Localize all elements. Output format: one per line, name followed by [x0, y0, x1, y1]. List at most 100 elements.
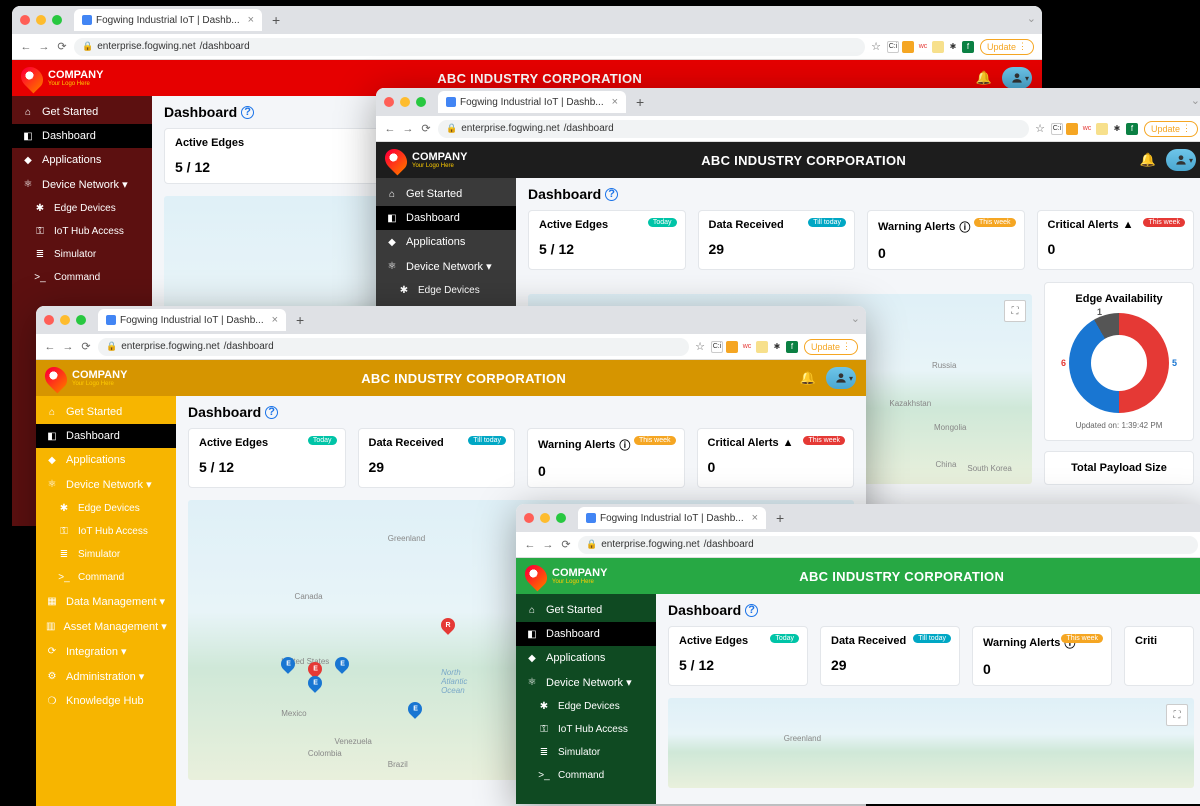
sidebar-item-integration[interactable]: ⟳Integration ▾ [36, 639, 176, 664]
help-icon[interactable]: ? [605, 188, 618, 201]
help-icon[interactable]: ? [241, 106, 254, 119]
bookmark-star-icon[interactable]: ☆ [695, 340, 705, 353]
ext-icon[interactable]: f [962, 41, 974, 53]
sidebar-item-asset-mgmt[interactable]: ▥Asset Management ▾ [36, 614, 176, 639]
sidebar-item-device-network[interactable]: ⚛Device Network ▾ [376, 254, 516, 279]
sidebar-item-applications[interactable]: ◆Applications [12, 148, 152, 172]
sidebar-item-dashboard[interactable]: ◧Dashboard [36, 424, 176, 448]
ext-icon[interactable]: wc [1081, 123, 1093, 135]
url-field[interactable]: 🔒enterprise.fogwing.net/dashboard [438, 120, 1029, 138]
ext-icon[interactable] [1096, 123, 1108, 135]
sidebar-item-applications[interactable]: ◆Applications [36, 448, 176, 472]
sidebar-sub-edge-devices[interactable]: ✱Edge Devices [36, 497, 176, 520]
minimise-chevron-icon[interactable]: ⌄ [1027, 12, 1036, 25]
sidebar-item-applications[interactable]: ◆Applications [516, 646, 656, 670]
sidebar-sub-iot-hub[interactable]: ⚿IoT Hub Access [12, 220, 152, 243]
ext-icon[interactable]: C:i [1051, 123, 1063, 135]
ext-icon[interactable]: C:i [887, 41, 899, 53]
url-field[interactable]: 🔒enterprise.fogwing.net/dashboard [578, 536, 1198, 554]
traffic-max-icon[interactable] [556, 513, 566, 523]
back-button[interactable]: ← [384, 123, 396, 135]
sidebar-item-dashboard[interactable]: ◧Dashboard [376, 206, 516, 230]
new-tab-button[interactable]: + [272, 12, 280, 28]
sidebar-item-get-started[interactable]: ⌂Get Started [376, 182, 516, 206]
map-pin[interactable]: E [332, 654, 352, 674]
sidebar-sub-iot-hub[interactable]: ⚿IoT Hub Access [516, 718, 656, 741]
ext-icon[interactable]: ✱ [771, 341, 783, 353]
close-tab-icon[interactable]: × [272, 314, 278, 326]
reload-button[interactable]: ⟳ [80, 341, 92, 353]
ext-icon[interactable]: wc [741, 341, 753, 353]
map-pin[interactable]: E [305, 673, 325, 693]
traffic-min-icon[interactable] [60, 315, 70, 325]
browser-tab[interactable]: Fogwing Industrial IoT | Dashb...× [578, 507, 766, 529]
bell-icon[interactable]: 🔔 [976, 70, 992, 86]
bookmark-star-icon[interactable]: ☆ [871, 40, 881, 53]
ext-icon[interactable] [756, 341, 768, 353]
close-tab-icon[interactable]: × [248, 14, 254, 26]
avatar-menu[interactable] [826, 367, 856, 389]
reload-button[interactable]: ⟳ [560, 539, 572, 551]
back-button[interactable]: ← [20, 41, 32, 53]
update-button[interactable]: Update⋮ [1144, 121, 1198, 137]
ext-icon[interactable] [932, 41, 944, 53]
forward-button[interactable]: → [542, 539, 554, 551]
url-field[interactable]: 🔒enterprise.fogwing.net/dashboard [98, 338, 689, 356]
fullscreen-icon[interactable]: ⛶ [1004, 300, 1026, 322]
traffic-max-icon[interactable] [52, 15, 62, 25]
ext-icon[interactable] [1066, 123, 1078, 135]
help-icon[interactable]: ? [265, 406, 278, 419]
ext-icon[interactable] [902, 41, 914, 53]
map[interactable]: ⛶ Greenland [668, 698, 1194, 788]
ext-icon[interactable]: C:i [711, 341, 723, 353]
update-button[interactable]: Update⋮ [980, 39, 1034, 55]
sidebar-sub-command[interactable]: >_Command [12, 266, 152, 289]
close-tab-icon[interactable]: × [752, 512, 758, 524]
sidebar-sub-simulator[interactable]: ≣Simulator [12, 243, 152, 266]
ext-icon[interactable]: wc [917, 41, 929, 53]
traffic-close-icon[interactable] [384, 97, 394, 107]
sidebar-item-get-started[interactable]: ⌂Get Started [516, 598, 656, 622]
traffic-close-icon[interactable] [524, 513, 534, 523]
browser-tab[interactable]: Fogwing Industrial IoT | Dashb...× [98, 309, 286, 331]
forward-button[interactable]: → [402, 123, 414, 135]
traffic-close-icon[interactable] [44, 315, 54, 325]
help-icon[interactable]: ? [745, 604, 758, 617]
sidebar-item-administration[interactable]: ⚙Administration ▾ [36, 664, 176, 689]
sidebar-item-get-started[interactable]: ⌂Get Started [36, 400, 176, 424]
sidebar-sub-command[interactable]: >_Command [36, 566, 176, 589]
browser-tab[interactable]: Fogwing Industrial IoT | Dashb...× [438, 91, 626, 113]
traffic-min-icon[interactable] [36, 15, 46, 25]
bell-icon[interactable]: 🔔 [1140, 152, 1156, 168]
sidebar-sub-iot-hub[interactable]: ⚿IoT Hub Access [36, 520, 176, 543]
sidebar-item-device-network[interactable]: ⚛Device Network ▾ [516, 670, 656, 695]
avatar-menu[interactable] [1002, 67, 1032, 89]
forward-button[interactable]: → [38, 41, 50, 53]
traffic-close-icon[interactable] [20, 15, 30, 25]
ext-icon[interactable]: ✱ [1111, 123, 1123, 135]
back-button[interactable]: ← [524, 539, 536, 551]
reload-button[interactable]: ⟳ [56, 41, 68, 53]
map-pin[interactable]: E [405, 699, 425, 719]
sidebar-item-data-mgmt[interactable]: ▦Data Management ▾ [36, 589, 176, 614]
reload-button[interactable]: ⟳ [420, 123, 432, 135]
fullscreen-icon[interactable]: ⛶ [1166, 704, 1188, 726]
sidebar-sub-simulator[interactable]: ≣Simulator [516, 741, 656, 764]
close-tab-icon[interactable]: × [612, 96, 618, 108]
sidebar-sub-simulator[interactable]: ≣Simulator [36, 543, 176, 566]
sidebar-item-device-network[interactable]: ⚛Device Network ▾ [36, 472, 176, 497]
ext-icon[interactable] [726, 341, 738, 353]
sidebar-sub-edge-devices[interactable]: ✱Edge Devices [516, 695, 656, 718]
forward-button[interactable]: → [62, 341, 74, 353]
minimise-chevron-icon[interactable]: ⌄ [851, 312, 860, 325]
bookmark-star-icon[interactable]: ☆ [1035, 122, 1045, 135]
ext-icon[interactable]: ✱ [947, 41, 959, 53]
map-pin[interactable]: R [438, 615, 458, 635]
sidebar-item-dashboard[interactable]: ◧Dashboard [516, 622, 656, 646]
sidebar-sub-edge-devices[interactable]: ✱Edge Devices [376, 279, 516, 302]
sidebar-sub-command[interactable]: >_Command [516, 764, 656, 787]
browser-tab[interactable]: Fogwing Industrial IoT | Dashb...× [74, 9, 262, 31]
ext-icon[interactable]: f [1126, 123, 1138, 135]
new-tab-button[interactable]: + [296, 312, 304, 328]
traffic-max-icon[interactable] [416, 97, 426, 107]
